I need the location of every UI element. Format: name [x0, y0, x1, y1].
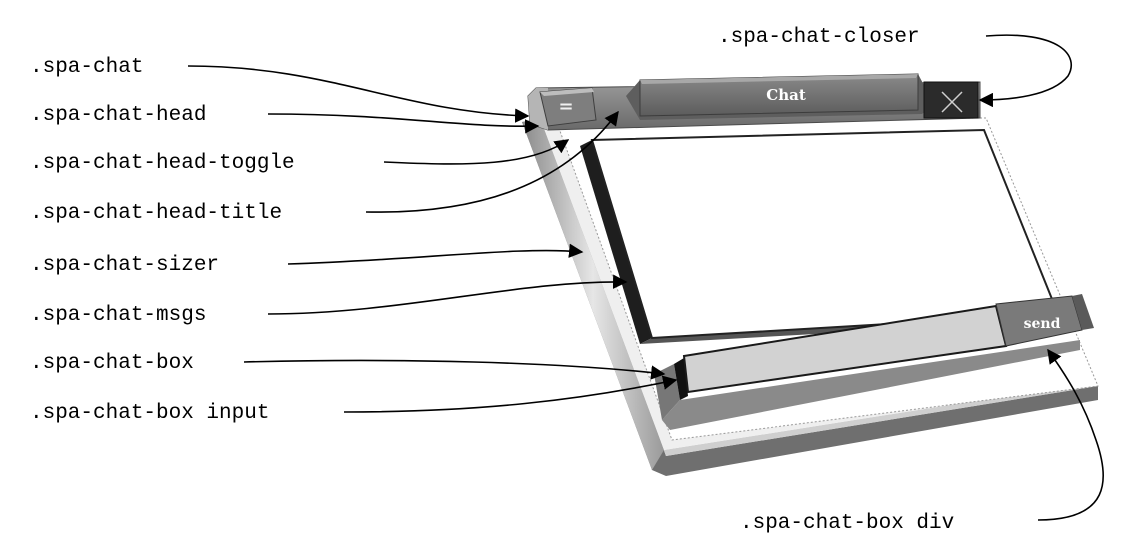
label-spa-chat-head-title: .spa-chat-head-title	[30, 202, 282, 225]
annotation-labels: .spa-chat .spa-chat-head .spa-chat-head-…	[30, 26, 954, 535]
toggle-glyph: =	[558, 96, 573, 117]
label-spa-chat-msgs: .spa-chat-msgs	[30, 304, 206, 327]
arrow-spa-chat-msgs	[267, 274, 628, 315]
label-spa-chat: .spa-chat	[30, 56, 143, 79]
label-spa-chat-head-toggle: .spa-chat-head-toggle	[30, 152, 295, 175]
spa-chat-sizer-frame	[522, 118, 1098, 476]
arrow-spa-chat-box	[243, 359, 666, 380]
leader-arrows	[187, 34, 1105, 521]
spa-chat-head-title[interactable]: Chat	[626, 73, 934, 120]
arrow-spa-chat-head-title	[365, 110, 619, 213]
label-spa-chat-box-input: .spa-chat-box input	[30, 402, 269, 425]
head-title-text: Chat	[766, 86, 806, 104]
arrow-spa-chat-box-input	[343, 375, 678, 413]
spa-chat-head-toggle[interactable]: =	[539, 87, 597, 127]
label-spa-chat-closer: .spa-chat-closer	[718, 26, 920, 49]
label-spa-chat-head: .spa-chat-head	[30, 104, 206, 127]
arrow-spa-chat-closer	[978, 34, 1073, 108]
chat-widget-illustration: = Chat	[522, 73, 1099, 476]
arrow-spa-chat-head	[267, 113, 540, 134]
spa-chat-box-send-button[interactable]: send	[995, 294, 1094, 347]
arrow-spa-chat-box-div	[1037, 348, 1105, 521]
arrow-spa-chat-head-toggle	[383, 139, 570, 165]
label-spa-chat-sizer: .spa-chat-sizer	[30, 254, 219, 277]
spa-chat-closer[interactable]	[923, 81, 979, 119]
send-button-label: send	[1024, 316, 1061, 332]
label-spa-chat-box-div: .spa-chat-box div	[740, 512, 954, 535]
arrow-spa-chat	[187, 65, 530, 123]
label-spa-chat-box: .spa-chat-box	[30, 352, 194, 375]
arrow-spa-chat-sizer	[287, 243, 584, 265]
close-icon	[941, 91, 963, 113]
